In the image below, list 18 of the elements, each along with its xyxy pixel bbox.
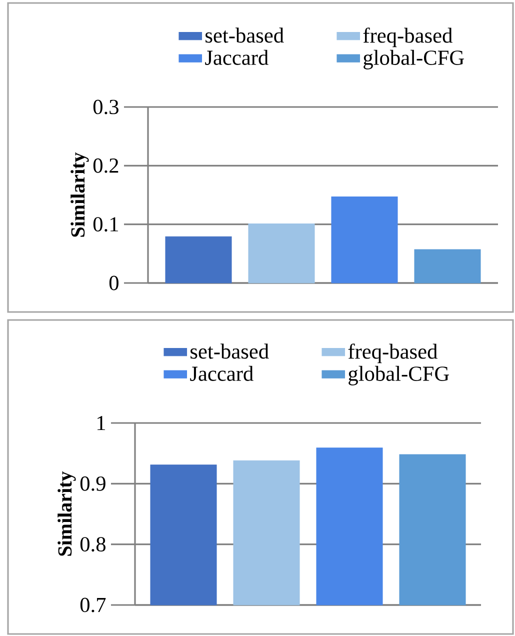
legend-label: Jaccard [190,366,254,381]
y-tick-label: 1 [98,416,106,430]
y-tick-label: 0.1 [93,217,118,232]
legend-label: Jaccard [205,50,268,65]
y-tick-label: 0.8 [80,537,106,552]
y-tick-label: 0.7 [80,598,106,612]
legend-label: freq-based [363,28,452,48]
y-tick-label: 0 [109,276,118,290]
legend-label: global-CFG [364,50,464,70]
legend-label: set-based [206,28,284,43]
y-tick-label: 0.3 [93,100,118,114]
y-tick-label: 0.2 [93,158,118,173]
y-tick-label: 0.9 [80,476,106,491]
legend-label: global-CFG [348,366,449,386]
legend-label: freq-based [348,344,438,364]
y-axis-title: Similarity [58,471,76,556]
legend-label: set-based [190,344,269,359]
y-axis-title: Similarity [70,152,89,237]
